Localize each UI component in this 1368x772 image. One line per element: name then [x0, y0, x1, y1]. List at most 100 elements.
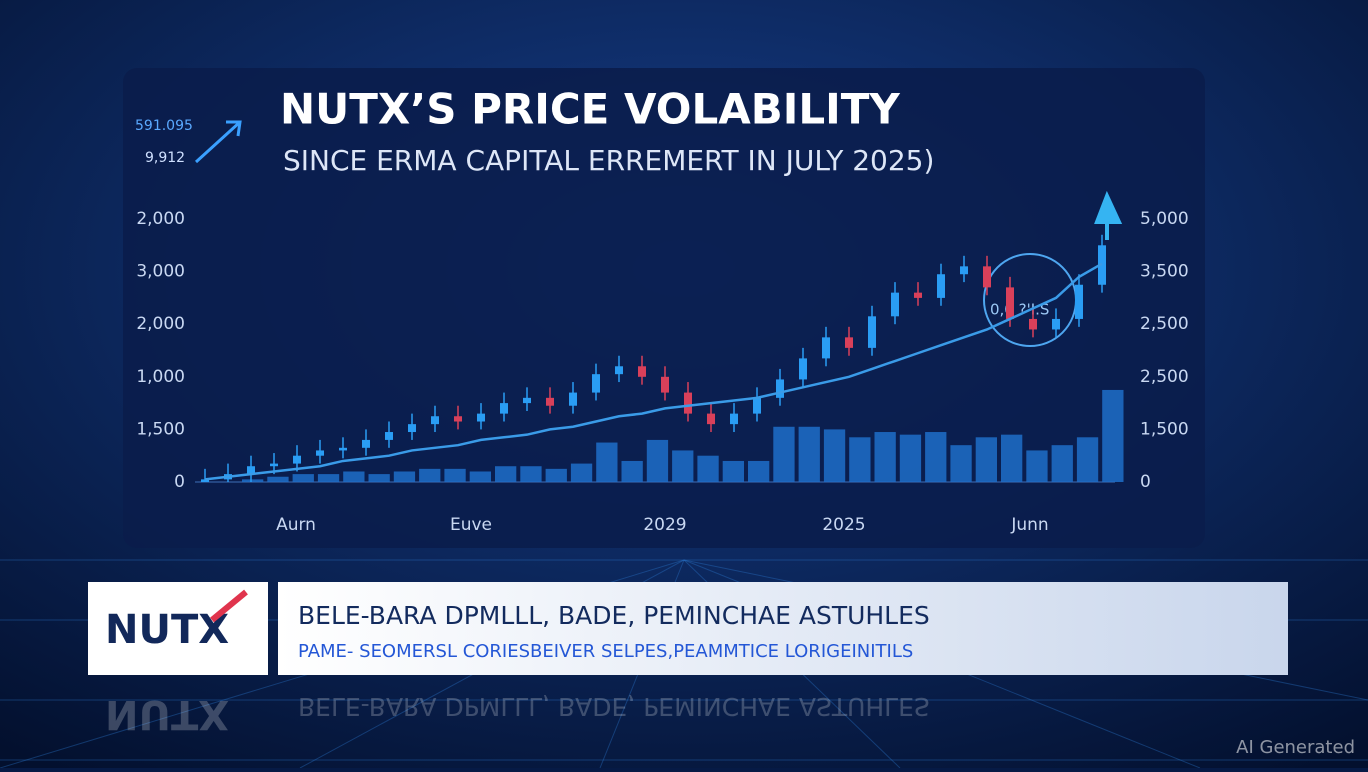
headline: BELE-BARA DPMLLL, BADE, PEMINCHAE ASTUHL… [298, 601, 930, 630]
watermark: AI Generated [1236, 737, 1355, 758]
y-axis-label: 3,000 [136, 262, 185, 282]
candle-body [822, 337, 830, 359]
candle-body [914, 292, 922, 298]
candle-body [431, 416, 439, 425]
candle-body [730, 413, 738, 425]
volume-bar [419, 468, 441, 482]
volume-bar [1051, 445, 1073, 482]
candle-body [270, 463, 278, 467]
candle-body [937, 274, 945, 298]
candle-body [592, 374, 600, 393]
annotation: 0,0 ?'I.S [990, 301, 1049, 319]
volume-bar [317, 474, 340, 482]
y-axis-label: 1,000 [136, 367, 185, 387]
volume-bar [596, 442, 618, 482]
volume-bar [368, 474, 390, 482]
x-axis-label: 2029 [643, 515, 686, 535]
plot: 2,000 3,000 2,000 1,000 1,500 0 5,000 3,500 2,50… [136, 209, 1188, 535]
candle-body [868, 316, 876, 348]
volume-bar [444, 468, 466, 482]
volume-bar [899, 434, 922, 482]
moving-average [204, 262, 1103, 481]
volume-bar [343, 471, 365, 482]
volume-bar [570, 463, 593, 482]
volume-bar [495, 466, 517, 482]
candle-body [638, 366, 646, 377]
y-axis-label: 0 [174, 472, 185, 492]
volume-bar [621, 460, 643, 482]
volume-bar [545, 468, 567, 482]
volume-bar [1102, 389, 1124, 482]
volume-bar [950, 445, 972, 482]
candle-body [845, 337, 853, 348]
corner-arrow [194, 120, 242, 164]
volume-bar [697, 455, 719, 482]
candle-body [1075, 284, 1083, 319]
candle-body [385, 432, 393, 440]
y-axis-label: 2,000 [136, 314, 185, 334]
volume-bar [393, 471, 416, 482]
volume-bar [773, 426, 795, 482]
y2-axis-label: 5,000 [1140, 209, 1189, 229]
volume-bar [874, 432, 896, 482]
volume-bar [646, 439, 669, 482]
y-axis-label: 2,000 [136, 209, 185, 229]
volume-bar [292, 474, 314, 482]
volume-bar [722, 460, 744, 482]
volume-bar [242, 479, 264, 482]
candle-body [615, 366, 623, 375]
candle-body [408, 424, 416, 433]
candle-body [661, 376, 669, 393]
volume-bar [823, 429, 846, 482]
y-axis-label: 1,500 [136, 419, 185, 439]
candle-body [891, 292, 899, 317]
candle-body [316, 450, 324, 456]
candle-body [1006, 287, 1014, 319]
candle-body [707, 413, 715, 425]
x-axis-label: Aurn [276, 515, 316, 535]
logo-reflection: NUTX [105, 691, 229, 737]
candle-body [1052, 318, 1060, 330]
volume-bar [520, 466, 542, 482]
candle-body [684, 392, 692, 414]
candle-body [983, 266, 991, 288]
volume-bar [925, 432, 947, 482]
y2-axis-label: 2,500 [1140, 367, 1189, 387]
candle-body [960, 266, 968, 275]
volume-bar [1076, 437, 1099, 482]
volume-bar [469, 471, 491, 482]
candle-body [753, 397, 761, 414]
y2-axis-label: 3,500 [1140, 262, 1189, 282]
candle-body [247, 466, 255, 475]
corner-label: 9,912 [145, 150, 185, 166]
up-arrow [1094, 190, 1123, 240]
volume-bar [1001, 434, 1023, 482]
candle-body [1029, 318, 1037, 330]
headline-box [278, 582, 1288, 675]
volume-bar [798, 426, 820, 482]
candle-body [201, 479, 209, 482]
candle-body [799, 358, 807, 380]
candle-body [454, 416, 462, 422]
y2-axis-label: 1,500 [1140, 419, 1189, 439]
logo: NUTX [105, 607, 229, 653]
x-axis-label: Euve [450, 515, 492, 535]
volume-bar [748, 460, 770, 482]
volume-bar [975, 437, 997, 482]
chart-subtitle: SINCE ERMA CAPITAL ERREMERT IN JULY 2025… [283, 144, 934, 177]
candle-body [523, 397, 531, 404]
chart-title: NUTX’S PRICE VOLABILITY [280, 85, 900, 134]
logo-slash [210, 589, 248, 623]
candle-body [339, 447, 347, 451]
volume-bar [1026, 450, 1048, 482]
volume-bar [849, 437, 871, 482]
x-axis-label: 2025 [822, 515, 865, 535]
reflection: NUTX BELE-BARA DPMLLL, BADE, PEMINCHAE A… [105, 691, 930, 737]
candle-body [776, 379, 784, 398]
candle-body [546, 397, 554, 406]
candle-body [293, 455, 301, 464]
candle-body [362, 439, 370, 448]
candle-body [569, 392, 577, 406]
candle-body [500, 403, 508, 414]
